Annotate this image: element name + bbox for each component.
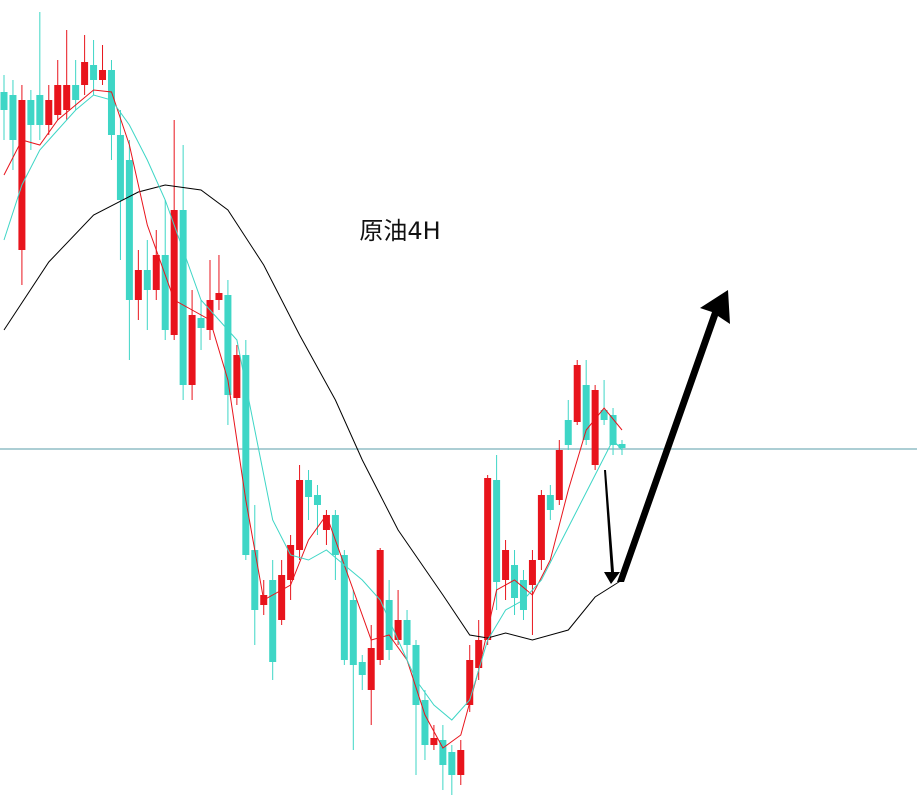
candle-body bbox=[188, 315, 196, 385]
candle-body bbox=[502, 550, 510, 580]
candle-body bbox=[9, 95, 17, 140]
candle-body bbox=[215, 293, 223, 300]
candle-body bbox=[340, 555, 348, 660]
candle-body bbox=[278, 575, 286, 620]
candle-body bbox=[54, 85, 62, 115]
candle-body bbox=[546, 495, 554, 510]
candle-body bbox=[63, 85, 71, 110]
candle-body bbox=[197, 318, 205, 328]
candle-body bbox=[233, 355, 241, 398]
candle-body bbox=[107, 70, 115, 135]
candle-body bbox=[116, 135, 124, 200]
candle-body bbox=[591, 390, 599, 465]
candle-body bbox=[251, 550, 259, 610]
candle-body bbox=[511, 565, 519, 598]
candle-body bbox=[134, 270, 142, 300]
down-arrow bbox=[604, 470, 620, 584]
candle-body bbox=[170, 210, 178, 335]
candle-body bbox=[36, 95, 44, 125]
candle-body bbox=[528, 560, 536, 585]
candle-body bbox=[493, 480, 501, 582]
candle-body bbox=[322, 515, 330, 530]
candle-body bbox=[125, 160, 133, 300]
candle-body bbox=[394, 620, 402, 640]
candle-body bbox=[72, 85, 80, 100]
candle-body bbox=[45, 100, 53, 125]
candle-body bbox=[573, 365, 581, 422]
candle-body bbox=[412, 645, 420, 705]
candle-body bbox=[27, 100, 35, 125]
moving-average bbox=[3, 184, 623, 641]
candle-body bbox=[466, 660, 474, 705]
candle-body bbox=[18, 100, 26, 250]
candle-body bbox=[358, 662, 366, 675]
candle-body bbox=[179, 210, 187, 385]
candle-body bbox=[81, 62, 89, 85]
candle-body bbox=[457, 750, 465, 775]
candle-body bbox=[206, 300, 214, 330]
up-arrow bbox=[617, 290, 730, 582]
candle-body bbox=[90, 65, 98, 80]
candle-body bbox=[296, 480, 304, 550]
candle-body bbox=[152, 255, 160, 290]
candle-body bbox=[537, 495, 545, 560]
candle-body bbox=[242, 355, 250, 555]
candle-body bbox=[403, 620, 411, 645]
candle-body bbox=[564, 420, 572, 445]
candle-body bbox=[600, 410, 608, 420]
plot bbox=[0, 12, 917, 795]
candle-body bbox=[313, 495, 321, 505]
candle-body bbox=[269, 580, 277, 662]
candle-body bbox=[349, 600, 357, 665]
candle-body bbox=[376, 550, 384, 660]
candle-body bbox=[331, 515, 339, 555]
moving-average bbox=[3, 94, 623, 721]
candle-body bbox=[161, 255, 169, 330]
candle-body bbox=[430, 738, 438, 745]
candle-body bbox=[555, 450, 563, 500]
candle-body bbox=[0, 92, 8, 110]
candle-body bbox=[519, 580, 527, 610]
candle-body bbox=[143, 270, 151, 290]
candle-body bbox=[421, 700, 429, 745]
candle-body bbox=[224, 295, 232, 395]
candle-body bbox=[484, 478, 492, 640]
candle-body bbox=[385, 600, 393, 650]
candle-body bbox=[448, 752, 456, 775]
candle-body bbox=[367, 648, 375, 690]
candle-body bbox=[305, 480, 313, 497]
candle-body bbox=[475, 640, 483, 668]
candle-body bbox=[618, 444, 626, 448]
candle-body bbox=[439, 740, 447, 765]
candle-body bbox=[609, 415, 617, 445]
candle-body bbox=[99, 70, 107, 80]
moving-average bbox=[3, 89, 623, 749]
candle-body bbox=[287, 545, 295, 580]
chart-title: 原油4H bbox=[359, 217, 440, 245]
candle-body bbox=[582, 385, 590, 440]
